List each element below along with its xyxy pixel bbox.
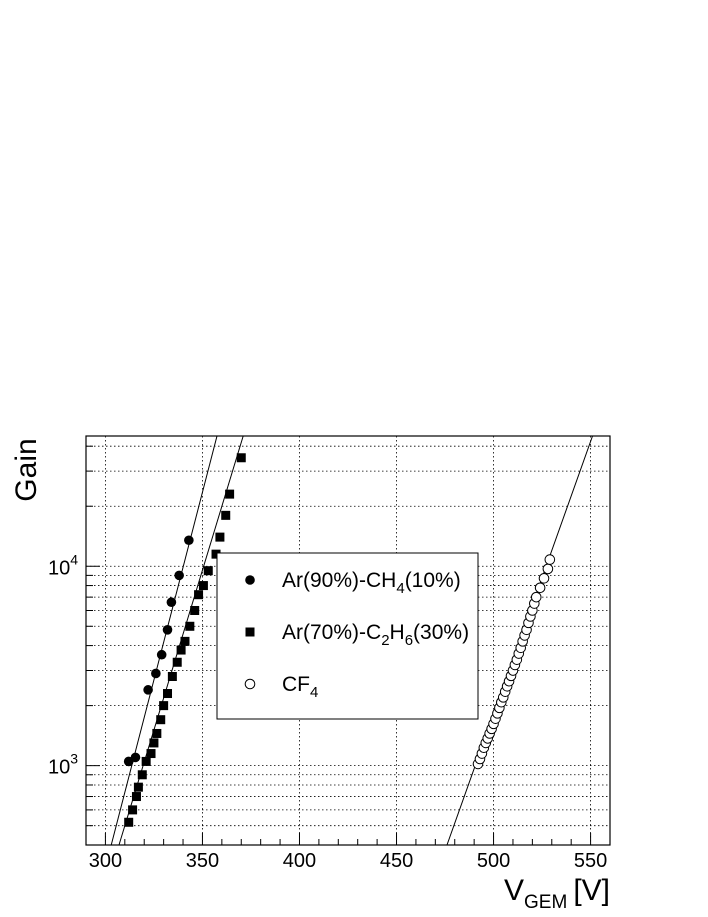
legend-text-part: H (390, 621, 405, 644)
legend-label-series-1: Ar(90%)-CH4(10%) (282, 569, 461, 597)
x-tick-label: 350 (186, 850, 219, 872)
data-point-series-1 (184, 535, 194, 546)
data-point-series-2 (141, 756, 151, 766)
data-point-series-2 (185, 621, 195, 631)
legend-subscript: 2 (381, 632, 389, 649)
y-tick-base: 10 (48, 557, 70, 579)
data-point-series-2 (194, 590, 204, 600)
data-point-series-2 (146, 749, 156, 759)
x-axis-title-main: V (504, 874, 524, 907)
data-point-series-1 (162, 625, 173, 635)
x-axis-title-sub: GEM (524, 892, 567, 913)
y-axis-title: Gain (10, 438, 43, 501)
data-point-series-2 (190, 605, 200, 615)
data-point-series-3 (534, 582, 546, 594)
data-point-series-2 (137, 770, 147, 780)
legend-marker-series-2 (245, 627, 255, 637)
data-points (123, 453, 556, 827)
data-point-series-1 (156, 649, 167, 660)
data-point-series-2 (176, 645, 186, 655)
legend-text-part: (30%) (413, 621, 469, 644)
fit-line-series-1 (110, 436, 218, 845)
data-point-series-2 (124, 817, 134, 827)
data-point-series-2 (152, 728, 162, 738)
x-tick-label: 450 (380, 850, 413, 872)
x-tick-label: 550 (574, 850, 607, 872)
data-point-series-2 (225, 489, 235, 499)
legend-text-part: (10%) (405, 569, 461, 592)
x-tick-label: 400 (283, 850, 316, 872)
data-point-series-2 (203, 566, 213, 576)
legend-box (216, 552, 479, 720)
data-point-series-2 (159, 701, 169, 711)
data-point-series-3 (542, 563, 554, 575)
data-point-series-2 (211, 549, 221, 559)
legend-label-series-2: Ar(70%)-C2H6(30%) (282, 621, 469, 649)
legend-text-part: Ar(70%)-C (282, 621, 381, 644)
data-point-series-2 (180, 636, 190, 646)
data-point-series-2 (221, 510, 231, 520)
plot-frame (85, 435, 611, 846)
y-tick-label: 104 (48, 551, 78, 579)
x-axis-title-unit: [V] (573, 874, 610, 907)
data-point-series-2 (215, 532, 225, 542)
legend-subscript: 4 (310, 684, 318, 701)
legend-text-part: Ar(90%)-CH (282, 569, 396, 592)
data-point-series-2 (128, 805, 138, 815)
x-tick-label: 500 (477, 850, 510, 872)
x-tick-label: 300 (89, 850, 122, 872)
y-tick-exponent: 3 (70, 751, 78, 767)
legend-subscript: 6 (405, 632, 413, 649)
data-point-series-2 (163, 689, 173, 699)
legend-entries: Ar(90%)-CH4(10%)Ar(70%)-C2H6(30%)CF4 (244, 569, 469, 701)
data-point-series-2 (156, 715, 166, 725)
legend-marker-series-3 (244, 678, 256, 690)
data-point-series-2 (131, 792, 141, 802)
data-point-series-1 (166, 597, 177, 608)
x-axis-title: VGEM [V] (504, 874, 610, 913)
data-point-series-1 (143, 685, 153, 695)
legend-text-part: CF (282, 673, 310, 696)
legend-subscript: 4 (396, 580, 404, 597)
data-point-series-3 (530, 591, 542, 603)
data-point-series-2 (172, 657, 182, 667)
data-point-series-2 (236, 453, 246, 463)
data-point-series-3 (544, 554, 556, 565)
legend-marker-series-1 (245, 575, 255, 585)
data-point-series-2 (149, 738, 159, 748)
legend: Ar(90%)-CH4(10%)Ar(70%)-C2H6(30%)CF4 (216, 552, 479, 720)
data-point-series-1 (174, 570, 184, 581)
data-point-series-2 (133, 782, 143, 792)
y-tick-exponent: 4 (70, 551, 78, 567)
legend-label-series-3: CF4 (282, 673, 318, 701)
y-tick-label: 103 (48, 751, 78, 779)
data-point-series-3 (538, 573, 550, 584)
y-tick-base: 10 (48, 757, 70, 779)
data-point-series-1 (130, 752, 141, 763)
data-point-series-2 (167, 671, 177, 681)
data-point-series-2 (198, 581, 208, 591)
axis-ticks (85, 445, 611, 846)
data-point-series-1 (151, 668, 161, 679)
